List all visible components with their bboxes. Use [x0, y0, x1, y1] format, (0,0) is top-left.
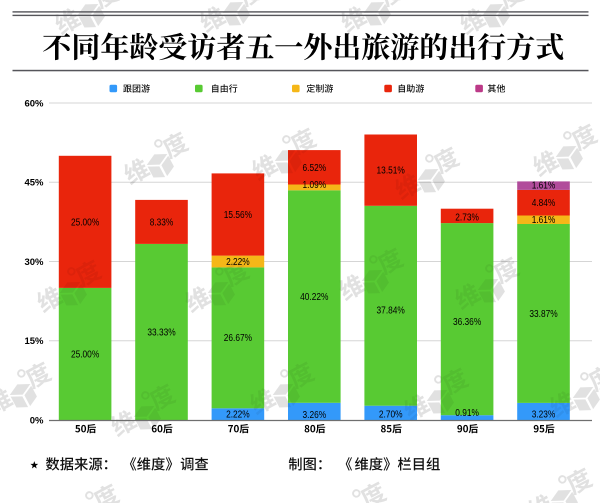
svg-text:2.70%: 2.70% — [379, 410, 403, 421]
svg-text:1.61%: 1.61% — [532, 215, 556, 226]
svg-text:40.22%: 40.22% — [300, 292, 329, 303]
svg-text:30%: 30% — [24, 257, 44, 268]
svg-text:1.09%: 1.09% — [303, 180, 327, 191]
svg-text:36.36%: 36.36% — [453, 317, 482, 328]
svg-text:6.52%: 6.52% — [303, 163, 327, 174]
svg-text:2.22%: 2.22% — [226, 257, 250, 268]
svg-text:25.00%: 25.00% — [71, 217, 100, 228]
svg-text:25.00%: 25.00% — [71, 350, 100, 361]
svg-text:4.84%: 4.84% — [532, 198, 556, 209]
svg-text:33.87%: 33.87% — [529, 309, 558, 320]
svg-text:2.73%: 2.73% — [455, 213, 479, 224]
svg-text:8.33%: 8.33% — [150, 217, 174, 228]
svg-text:3.23%: 3.23% — [532, 410, 556, 421]
svg-text:1.61%: 1.61% — [532, 181, 556, 192]
svg-text:0.91%: 0.91% — [455, 408, 479, 419]
svg-text:15%: 15% — [24, 336, 44, 347]
svg-text:2.22%: 2.22% — [226, 410, 250, 421]
svg-text:60%: 60% — [24, 98, 44, 109]
svg-text:0%: 0% — [30, 415, 44, 426]
svg-text:37.84%: 37.84% — [377, 306, 406, 317]
svg-text:33.33%: 33.33% — [147, 328, 176, 339]
svg-text:26.67%: 26.67% — [224, 333, 253, 344]
svg-text:13.51%: 13.51% — [377, 166, 406, 177]
svg-text:3.26%: 3.26% — [303, 410, 327, 421]
svg-text:45%: 45% — [24, 178, 44, 189]
svg-text:15.56%: 15.56% — [224, 210, 253, 221]
